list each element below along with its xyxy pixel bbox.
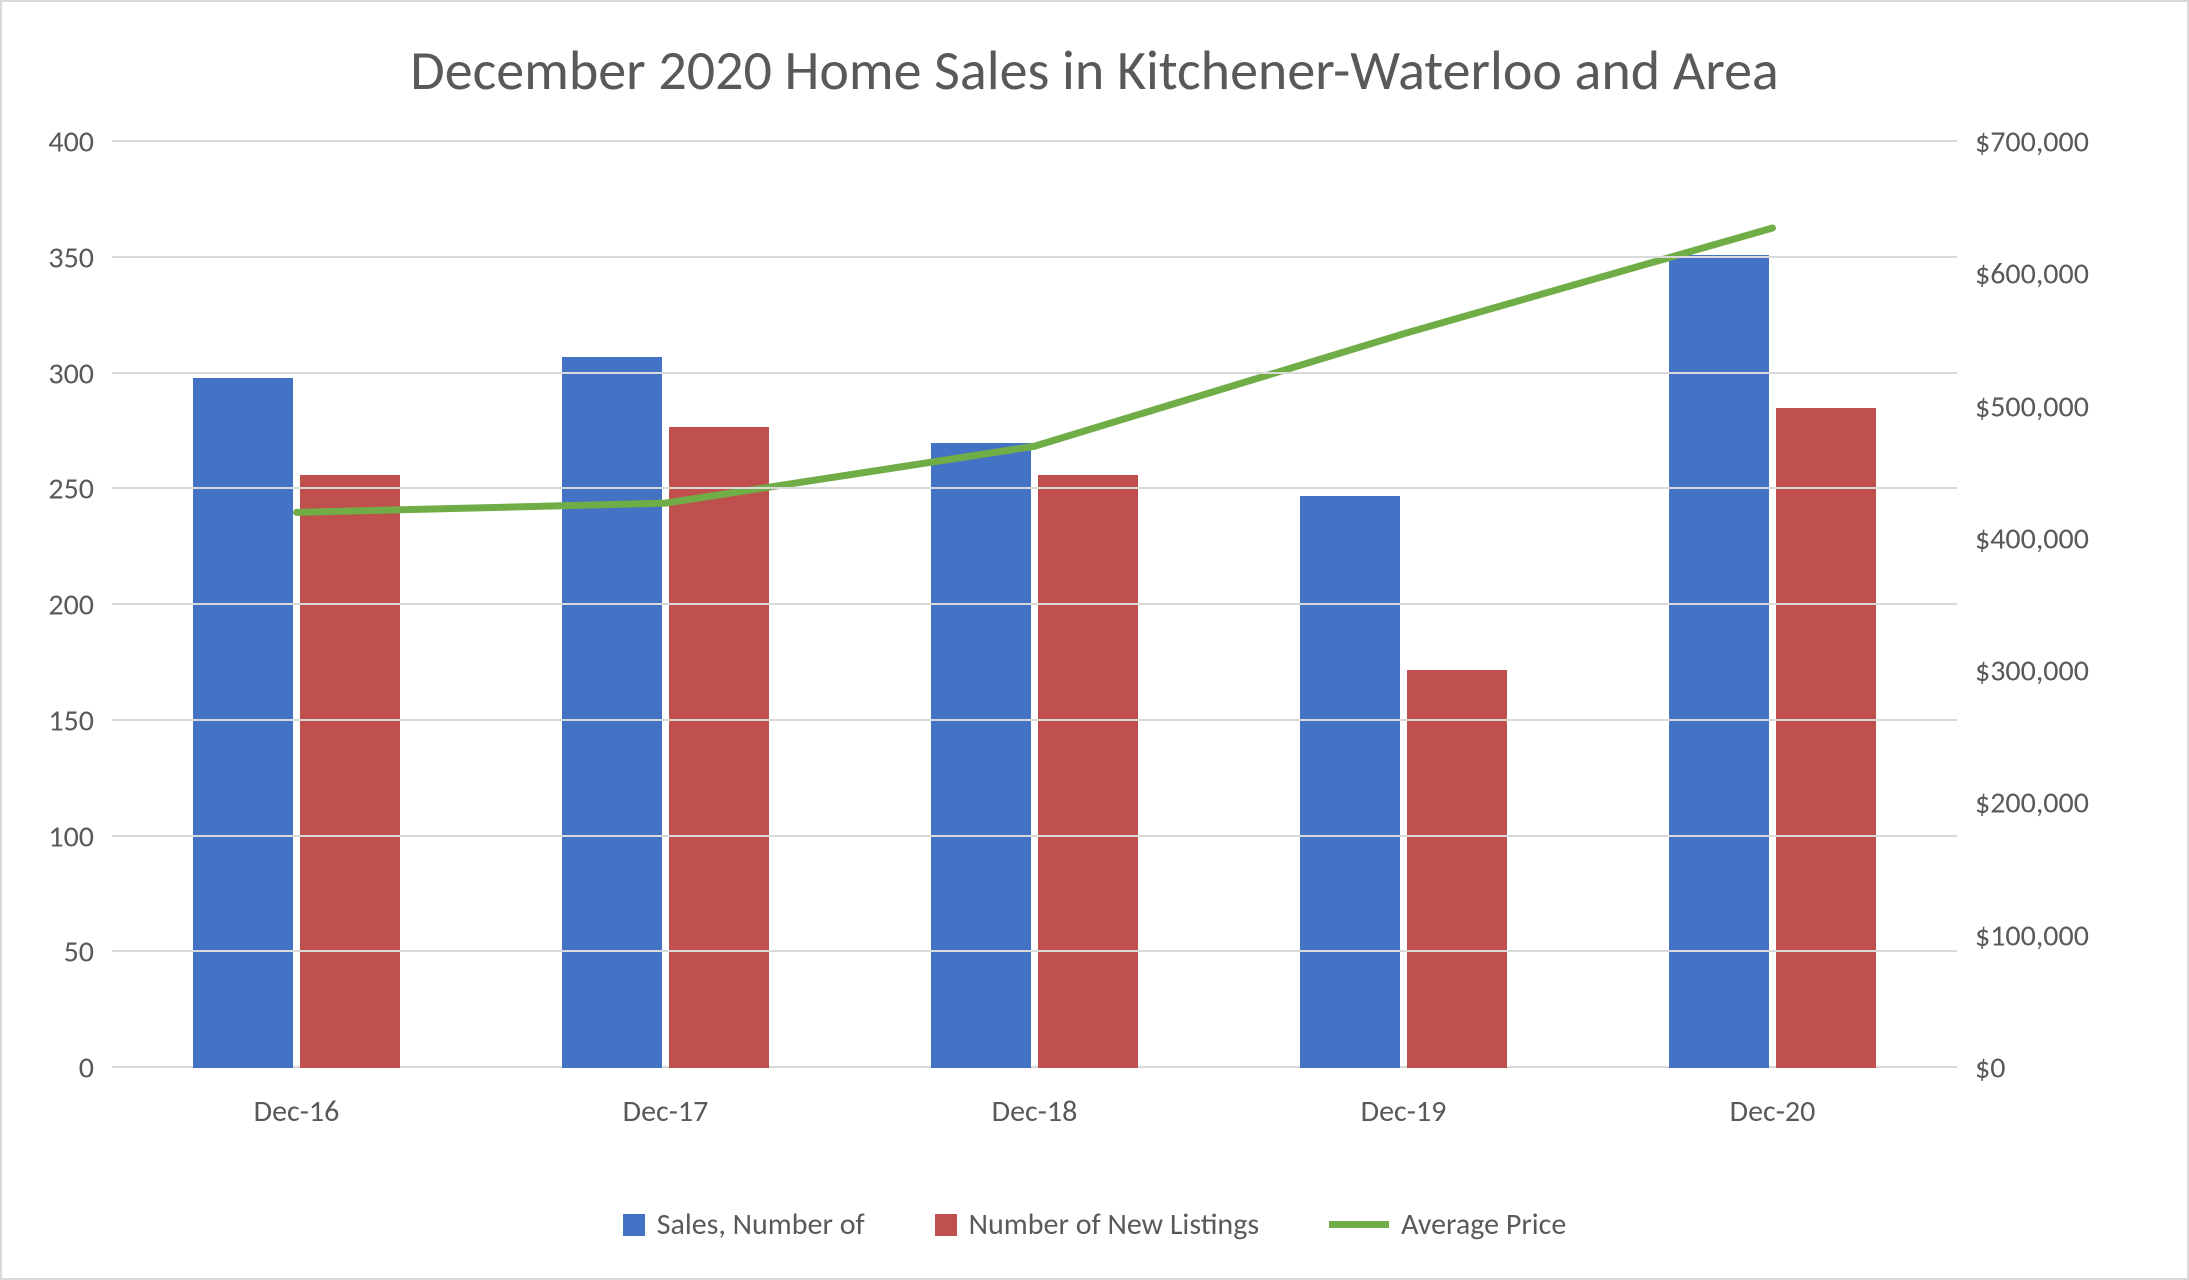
y-right-tick-label: $700,000 (1975, 124, 2089, 161)
y-right-tick-label: $0 (1975, 1050, 2005, 1087)
legend-label: Number of New Listings (969, 1206, 1259, 1243)
y-left-tick-label: 400 (48, 124, 94, 161)
y-left-tick-label: 200 (48, 587, 94, 624)
gridline (112, 719, 1957, 721)
gridline (112, 256, 1957, 258)
plot-area: Dec-16Dec-17Dec-18Dec-19Dec-20 050100150… (112, 142, 1957, 1068)
y-right-tick-label: $400,000 (1975, 520, 2089, 557)
gridline (112, 487, 1957, 489)
gridline (112, 603, 1957, 605)
y-left-tick-label: 350 (48, 239, 94, 276)
legend: Sales, Number of Number of New Listings Av… (2, 1206, 2187, 1243)
line-series-svg (112, 142, 1957, 1068)
y-left-tick-label: 0 (79, 1050, 94, 1087)
y-right-tick-label: $600,000 (1975, 256, 2089, 293)
y-left-tick-label: 50 (64, 934, 94, 971)
y-right-tick-label: $500,000 (1975, 388, 2089, 425)
y-left-tick-label: 250 (48, 471, 94, 508)
x-tick-label: Dec-17 (623, 1093, 709, 1130)
chart-title: December 2020 Home Sales in Kitchener-Wa… (2, 37, 2187, 105)
legend-label: Average Price (1401, 1206, 1566, 1243)
y-left-tick-label: 150 (48, 702, 94, 739)
legend-item: Number of New Listings (935, 1206, 1259, 1243)
x-tick-label: Dec-16 (254, 1093, 340, 1130)
legend-item: Sales, Number of (623, 1206, 865, 1243)
legend-item: Average Price (1329, 1206, 1566, 1243)
y-right-tick-label: $100,000 (1975, 917, 2089, 954)
gridline (112, 372, 1957, 374)
line-series (297, 228, 1773, 512)
gridline (112, 140, 1957, 142)
legend-label: Sales, Number of (657, 1206, 865, 1243)
x-tick-label: Dec-19 (1361, 1093, 1447, 1130)
y-left-tick-label: 100 (48, 818, 94, 855)
gridline (112, 835, 1957, 837)
y-right-tick-label: $200,000 (1975, 785, 2089, 822)
x-tick-label: Dec-18 (992, 1093, 1078, 1130)
y-right-tick-label: $300,000 (1975, 653, 2089, 690)
x-tick-label: Dec-20 (1730, 1093, 1816, 1130)
legend-swatch (623, 1214, 645, 1236)
legend-line-icon (1329, 1221, 1389, 1228)
y-left-tick-label: 300 (48, 355, 94, 392)
gridline (112, 950, 1957, 952)
legend-swatch (935, 1214, 957, 1236)
chart-container: December 2020 Home Sales in Kitchener-Wa… (0, 0, 2189, 1280)
